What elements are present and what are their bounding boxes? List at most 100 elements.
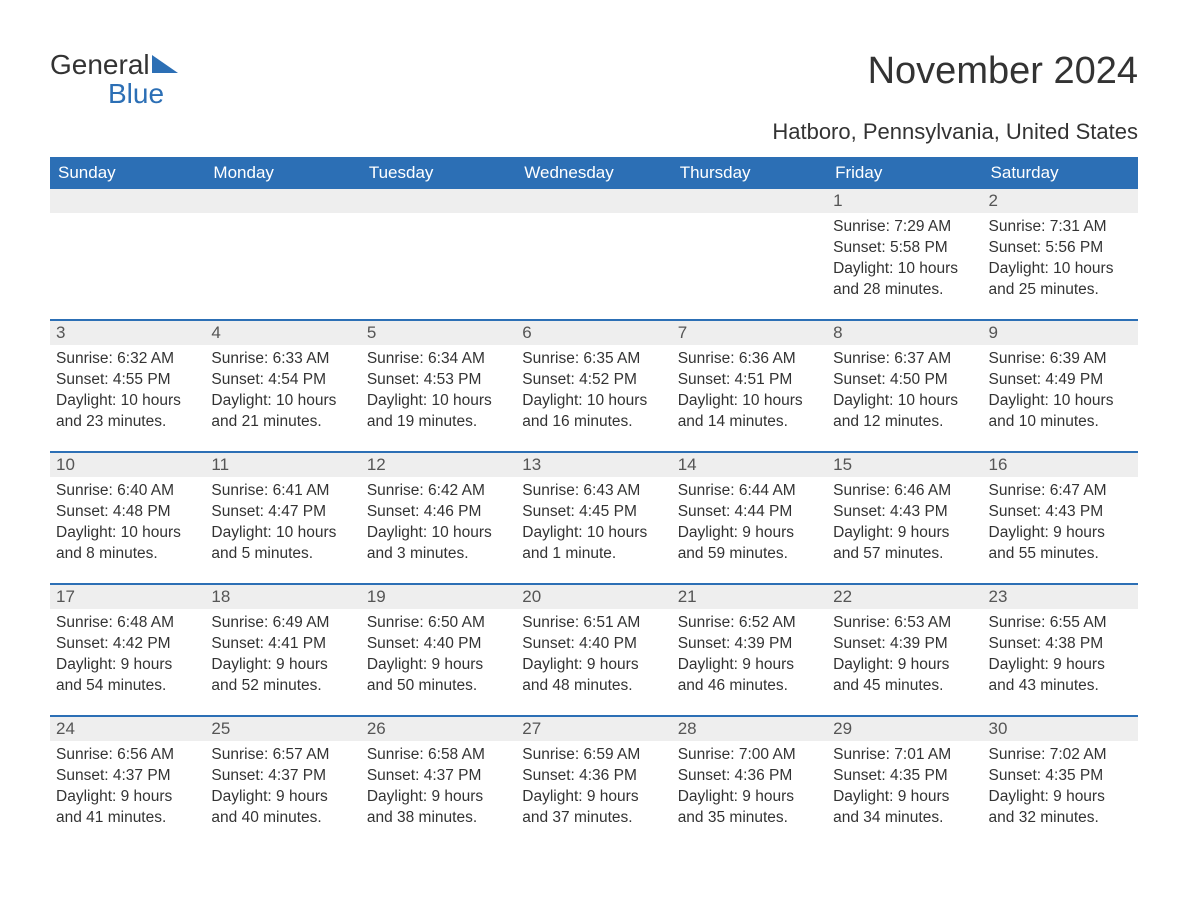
day-number: 7 — [672, 321, 827, 345]
sunset-text: Sunset: 4:37 PM — [367, 766, 510, 787]
sunrise-text: Sunrise: 6:53 AM — [833, 613, 976, 634]
day-cell: 10Sunrise: 6:40 AMSunset: 4:48 PMDayligh… — [50, 453, 205, 583]
day-number: 9 — [983, 321, 1138, 345]
daylight-text: and 21 minutes. — [211, 412, 354, 433]
day-number: 15 — [827, 453, 982, 477]
sunrise-text: Sunrise: 6:43 AM — [522, 481, 665, 502]
day-cell-empty — [361, 189, 516, 319]
sunrise-text: Sunrise: 7:29 AM — [833, 217, 976, 238]
day-number: 1 — [827, 189, 982, 213]
day-number — [205, 189, 360, 213]
day-cell-empty — [672, 189, 827, 319]
daylight-text: and 23 minutes. — [56, 412, 199, 433]
day-details: Sunrise: 6:46 AMSunset: 4:43 PMDaylight:… — [827, 477, 982, 575]
daylight-text: Daylight: 9 hours — [367, 655, 510, 676]
day-cell: 2Sunrise: 7:31 AMSunset: 5:56 PMDaylight… — [983, 189, 1138, 319]
daylight-text: Daylight: 9 hours — [989, 655, 1132, 676]
daylight-text: Daylight: 9 hours — [678, 655, 821, 676]
weekday-header: Sunday — [50, 157, 205, 189]
day-details: Sunrise: 6:48 AMSunset: 4:42 PMDaylight:… — [50, 609, 205, 707]
day-cell: 16Sunrise: 6:47 AMSunset: 4:43 PMDayligh… — [983, 453, 1138, 583]
daylight-text: and 50 minutes. — [367, 676, 510, 697]
logo-flag-icon — [152, 55, 178, 73]
weekday-header: Monday — [205, 157, 360, 189]
sunset-text: Sunset: 4:44 PM — [678, 502, 821, 523]
daylight-text: and 52 minutes. — [211, 676, 354, 697]
day-number: 28 — [672, 717, 827, 741]
sunrise-text: Sunrise: 7:00 AM — [678, 745, 821, 766]
day-cell: 14Sunrise: 6:44 AMSunset: 4:44 PMDayligh… — [672, 453, 827, 583]
day-cell: 21Sunrise: 6:52 AMSunset: 4:39 PMDayligh… — [672, 585, 827, 715]
day-details: Sunrise: 6:33 AMSunset: 4:54 PMDaylight:… — [205, 345, 360, 443]
sunrise-text: Sunrise: 6:59 AM — [522, 745, 665, 766]
weekday-header: Wednesday — [516, 157, 671, 189]
sunset-text: Sunset: 4:39 PM — [833, 634, 976, 655]
daylight-text: and 45 minutes. — [833, 676, 976, 697]
sunrise-text: Sunrise: 7:02 AM — [989, 745, 1132, 766]
day-cell: 22Sunrise: 6:53 AMSunset: 4:39 PMDayligh… — [827, 585, 982, 715]
daylight-text: and 3 minutes. — [367, 544, 510, 565]
day-details: Sunrise: 6:35 AMSunset: 4:52 PMDaylight:… — [516, 345, 671, 443]
day-cell-empty — [205, 189, 360, 319]
day-cell-empty — [516, 189, 671, 319]
day-number: 22 — [827, 585, 982, 609]
weekday-header: Tuesday — [361, 157, 516, 189]
sunrise-text: Sunrise: 6:52 AM — [678, 613, 821, 634]
day-details: Sunrise: 6:50 AMSunset: 4:40 PMDaylight:… — [361, 609, 516, 707]
day-details: Sunrise: 7:31 AMSunset: 5:56 PMDaylight:… — [983, 213, 1138, 311]
daylight-text: and 59 minutes. — [678, 544, 821, 565]
daylight-text: and 41 minutes. — [56, 808, 199, 829]
day-details: Sunrise: 6:47 AMSunset: 4:43 PMDaylight:… — [983, 477, 1138, 575]
week-row: 24Sunrise: 6:56 AMSunset: 4:37 PMDayligh… — [50, 715, 1138, 847]
weekday-header: Friday — [827, 157, 982, 189]
day-number: 19 — [361, 585, 516, 609]
day-details: Sunrise: 6:59 AMSunset: 4:36 PMDaylight:… — [516, 741, 671, 839]
day-number — [361, 189, 516, 213]
weekday-header: Saturday — [983, 157, 1138, 189]
sunset-text: Sunset: 4:40 PM — [367, 634, 510, 655]
daylight-text: Daylight: 9 hours — [56, 787, 199, 808]
sunrise-text: Sunrise: 6:42 AM — [367, 481, 510, 502]
daylight-text: and 10 minutes. — [989, 412, 1132, 433]
daylight-text: and 38 minutes. — [367, 808, 510, 829]
day-number: 10 — [50, 453, 205, 477]
sunset-text: Sunset: 5:58 PM — [833, 238, 976, 259]
sunset-text: Sunset: 4:37 PM — [211, 766, 354, 787]
sunrise-text: Sunrise: 6:37 AM — [833, 349, 976, 370]
day-number: 20 — [516, 585, 671, 609]
day-details: Sunrise: 6:39 AMSunset: 4:49 PMDaylight:… — [983, 345, 1138, 443]
daylight-text: Daylight: 9 hours — [367, 787, 510, 808]
day-number: 13 — [516, 453, 671, 477]
daylight-text: Daylight: 9 hours — [678, 787, 821, 808]
day-number: 11 — [205, 453, 360, 477]
day-cell: 8Sunrise: 6:37 AMSunset: 4:50 PMDaylight… — [827, 321, 982, 451]
day-cell: 26Sunrise: 6:58 AMSunset: 4:37 PMDayligh… — [361, 717, 516, 847]
day-cell: 28Sunrise: 7:00 AMSunset: 4:36 PMDayligh… — [672, 717, 827, 847]
day-cell: 25Sunrise: 6:57 AMSunset: 4:37 PMDayligh… — [205, 717, 360, 847]
sunset-text: Sunset: 4:36 PM — [522, 766, 665, 787]
location-label: Hatboro, Pennsylvania, United States — [50, 119, 1138, 145]
sunrise-text: Sunrise: 6:33 AM — [211, 349, 354, 370]
day-details: Sunrise: 6:41 AMSunset: 4:47 PMDaylight:… — [205, 477, 360, 575]
daylight-text: Daylight: 10 hours — [833, 391, 976, 412]
day-number: 17 — [50, 585, 205, 609]
sunrise-text: Sunrise: 7:31 AM — [989, 217, 1132, 238]
day-number: 27 — [516, 717, 671, 741]
sunset-text: Sunset: 4:55 PM — [56, 370, 199, 391]
daylight-text: Daylight: 10 hours — [56, 523, 199, 544]
daylight-text: Daylight: 9 hours — [989, 523, 1132, 544]
day-details: Sunrise: 6:32 AMSunset: 4:55 PMDaylight:… — [50, 345, 205, 443]
sunset-text: Sunset: 4:51 PM — [678, 370, 821, 391]
day-cell: 6Sunrise: 6:35 AMSunset: 4:52 PMDaylight… — [516, 321, 671, 451]
daylight-text: Daylight: 10 hours — [989, 391, 1132, 412]
day-number — [672, 189, 827, 213]
daylight-text: Daylight: 10 hours — [367, 523, 510, 544]
day-details: Sunrise: 6:42 AMSunset: 4:46 PMDaylight:… — [361, 477, 516, 575]
daylight-text: Daylight: 10 hours — [367, 391, 510, 412]
daylight-text: Daylight: 10 hours — [522, 523, 665, 544]
weekday-header-row: Sunday Monday Tuesday Wednesday Thursday… — [50, 157, 1138, 189]
sunrise-text: Sunrise: 6:58 AM — [367, 745, 510, 766]
sunset-text: Sunset: 4:35 PM — [833, 766, 976, 787]
sunrise-text: Sunrise: 6:39 AM — [989, 349, 1132, 370]
daylight-text: and 16 minutes. — [522, 412, 665, 433]
